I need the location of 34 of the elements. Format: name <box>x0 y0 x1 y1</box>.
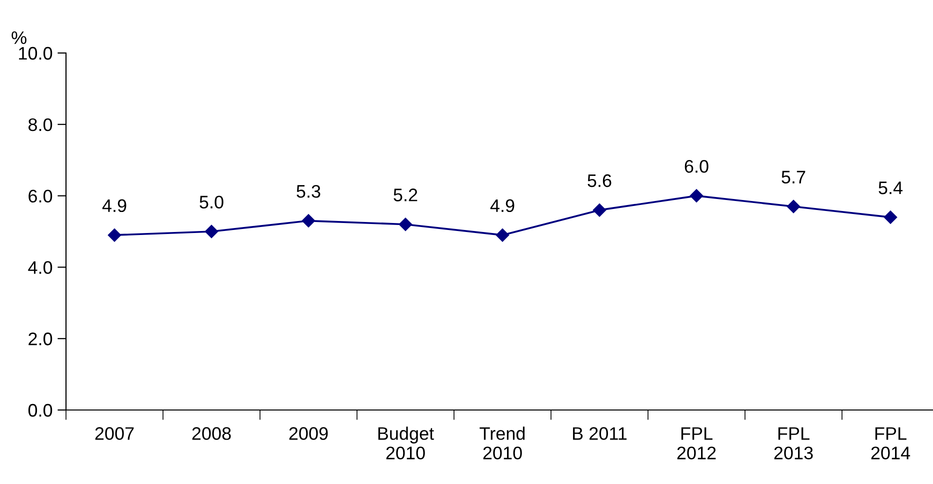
point <box>108 228 122 242</box>
x-tick-label: 2009 <box>289 427 328 440</box>
y-tick-label: 6.0 <box>28 190 52 203</box>
y-tick-label: 8.0 <box>28 118 52 132</box>
data-label: 5.3 <box>296 184 320 198</box>
y-tick-label: 4.0 <box>28 261 52 274</box>
y-tick-label: 2.0 <box>28 332 52 346</box>
point <box>884 210 898 224</box>
data-label: 5.4 <box>878 182 903 194</box>
point <box>302 214 316 228</box>
data-label: 4.9 <box>490 199 514 212</box>
y-tick-label: 0.0 <box>28 404 52 417</box>
x-tick-label: Trend 2010 <box>480 426 525 460</box>
x-tick-label: FPL 2012 <box>677 427 716 460</box>
data-label: 6.0 <box>684 160 708 173</box>
point <box>592 203 606 217</box>
x-tick-label: Budget 2010 <box>378 426 434 460</box>
x-tick-label: 2007 <box>95 427 134 440</box>
x-tick-label: FPL 2014 <box>871 427 910 460</box>
x-tick-label: 2008 <box>192 427 231 440</box>
x-tick-label: FPL 2013 <box>774 427 813 460</box>
data-label: 5.2 <box>394 188 418 202</box>
y-tick-label: 10.0 <box>19 46 52 60</box>
point <box>786 200 800 214</box>
point <box>496 228 510 242</box>
x-tick-label: B 2011 <box>573 427 627 440</box>
point <box>204 224 218 238</box>
data-label: 5.6 <box>588 174 612 188</box>
data-label: 5.7 <box>782 170 806 184</box>
data-label: 4.9 <box>102 199 126 212</box>
point <box>690 189 704 202</box>
point <box>398 218 412 231</box>
data-label: 5.0 <box>200 196 224 208</box>
y-axis-title: % <box>12 31 26 44</box>
